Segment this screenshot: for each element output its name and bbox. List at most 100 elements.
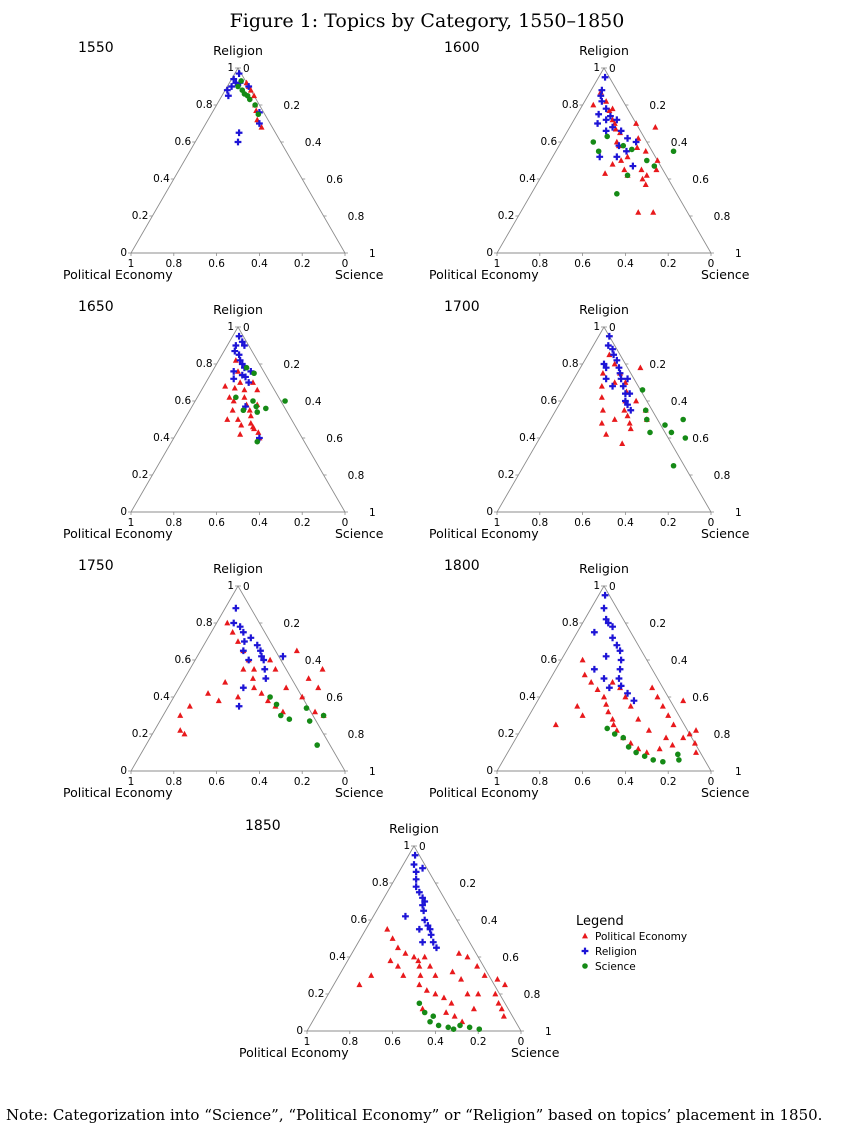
data-point-political-economy: [305, 675, 312, 681]
right-axis-tick-label: 0.6: [326, 692, 343, 704]
data-point-religion: [231, 347, 239, 355]
data-point-science: [476, 1026, 483, 1032]
left-axis-tick-label: 0.6: [174, 136, 191, 148]
data-point-science: [647, 429, 653, 436]
bottom-axis-tick-label: 0: [342, 258, 349, 270]
right-axis-tick-label: 0.6: [692, 174, 709, 186]
bottom-axis-tick-label: 1: [494, 258, 501, 270]
right-axis-tick-label: 1: [369, 248, 376, 260]
right-axis-tick-label: 0.2: [459, 878, 476, 890]
bottom-axis-tick-label: 0.6: [208, 258, 225, 270]
data-point-religion: [228, 83, 235, 90]
data-point-political-economy: [458, 976, 465, 982]
right-axis-tick-label: 0.6: [692, 692, 709, 704]
bottom-axis-tick-label: 0.2: [294, 517, 311, 529]
left-axis-tick-label: 0.4: [519, 691, 536, 703]
data-point-religion: [604, 619, 612, 627]
left-axis-tick-label: 0.4: [519, 432, 536, 444]
data-point-religion: [605, 684, 613, 692]
left-axis-tick-label: 0.4: [329, 951, 346, 963]
bottom-axis-tick-label: 0.2: [660, 517, 677, 529]
data-point-political-economy: [637, 364, 644, 371]
bottom-axis-tick-label: 0.2: [294, 776, 311, 788]
panel-year-label: 1800: [444, 558, 480, 574]
data-point-religion: [610, 351, 618, 359]
left-axis-tick-label: 1: [227, 580, 234, 592]
data-point-religion: [421, 916, 429, 924]
data-point-science: [253, 403, 259, 410]
bottom-axis-tick-label: 0.2: [470, 1036, 487, 1048]
left-axis-tick-label: 0.2: [308, 988, 325, 1000]
data-point-political-economy: [627, 425, 634, 432]
data-point-science: [286, 716, 293, 722]
data-point-science: [624, 172, 631, 179]
bottom-axis-tick-label: 0.8: [341, 1036, 358, 1048]
right-axis-tick-label: 0.2: [283, 100, 300, 112]
data-point-political-economy: [665, 712, 672, 718]
axis-label-political-economy: Political Economy: [429, 526, 539, 541]
left-axis-tick-label: 0.2: [498, 728, 515, 740]
data-point-science: [445, 1024, 452, 1031]
left-axis-tick-label: 0.4: [519, 173, 536, 185]
data-point-political-economy: [440, 994, 447, 1001]
data-point-political-economy: [606, 107, 613, 113]
data-point-political-economy: [618, 157, 625, 163]
axis-label-science: Science: [511, 1045, 560, 1060]
data-point-political-economy: [494, 976, 501, 982]
right-axis-tick-label: 0.2: [283, 618, 300, 630]
data-point-science: [278, 712, 284, 719]
data-point-religion: [415, 925, 423, 933]
data-point-religion: [242, 373, 249, 381]
data-point-political-economy: [645, 727, 652, 733]
data-point-science: [668, 429, 675, 436]
data-point-political-economy: [609, 679, 616, 685]
bottom-axis-tick-label: 0.4: [251, 776, 268, 788]
data-point-political-economy: [670, 721, 677, 728]
panel-year-label: 1700: [444, 299, 480, 315]
data-point-science: [639, 387, 646, 393]
data-point-political-economy: [598, 420, 605, 426]
data-point-political-economy: [635, 209, 642, 215]
left-axis-tick-label: 1: [403, 840, 410, 852]
data-point-science: [682, 435, 689, 441]
data-point-political-economy: [610, 721, 617, 728]
data-point-religion: [627, 406, 635, 414]
right-axis-tick-label: 0.8: [524, 989, 541, 1001]
right-axis-tick-label: 1: [735, 507, 742, 519]
data-point-religion: [421, 898, 429, 905]
data-point-political-economy: [443, 1009, 450, 1015]
ternary-triangle: [130, 326, 346, 513]
bottom-axis-tick-label: 0.4: [617, 776, 634, 788]
data-point-political-economy: [229, 407, 236, 413]
data-point-political-economy: [574, 703, 581, 709]
data-point-political-economy: [500, 1013, 507, 1019]
bottom-axis-tick-label: 1: [128, 258, 135, 270]
left-axis-tick-label: 0: [296, 1025, 303, 1037]
data-point-political-economy: [609, 161, 616, 167]
data-point-political-economy: [368, 972, 375, 978]
data-point-political-economy: [654, 693, 661, 700]
legend-label-science: Science: [595, 961, 636, 973]
data-point-political-economy: [612, 125, 619, 132]
data-point-political-economy: [627, 703, 634, 709]
data-point-political-economy: [633, 397, 640, 404]
data-point-science: [235, 83, 241, 90]
data-point-religion: [617, 127, 625, 135]
data-point-political-economy: [251, 92, 258, 99]
data-point-science: [650, 757, 657, 763]
data-point-religion: [624, 134, 631, 142]
data-point-religion: [604, 342, 612, 349]
data-point-science: [466, 1024, 473, 1031]
legend-marker-science: [582, 963, 588, 969]
data-point-political-economy: [394, 944, 401, 951]
data-point-political-economy: [599, 370, 606, 376]
data-point-religion: [412, 883, 420, 891]
data-point-religion: [601, 73, 609, 81]
data-point-political-economy: [642, 181, 649, 187]
left-axis-tick-label: 1: [227, 321, 234, 333]
panel-year-label: 1600: [444, 40, 480, 56]
data-point-religion: [613, 116, 621, 124]
